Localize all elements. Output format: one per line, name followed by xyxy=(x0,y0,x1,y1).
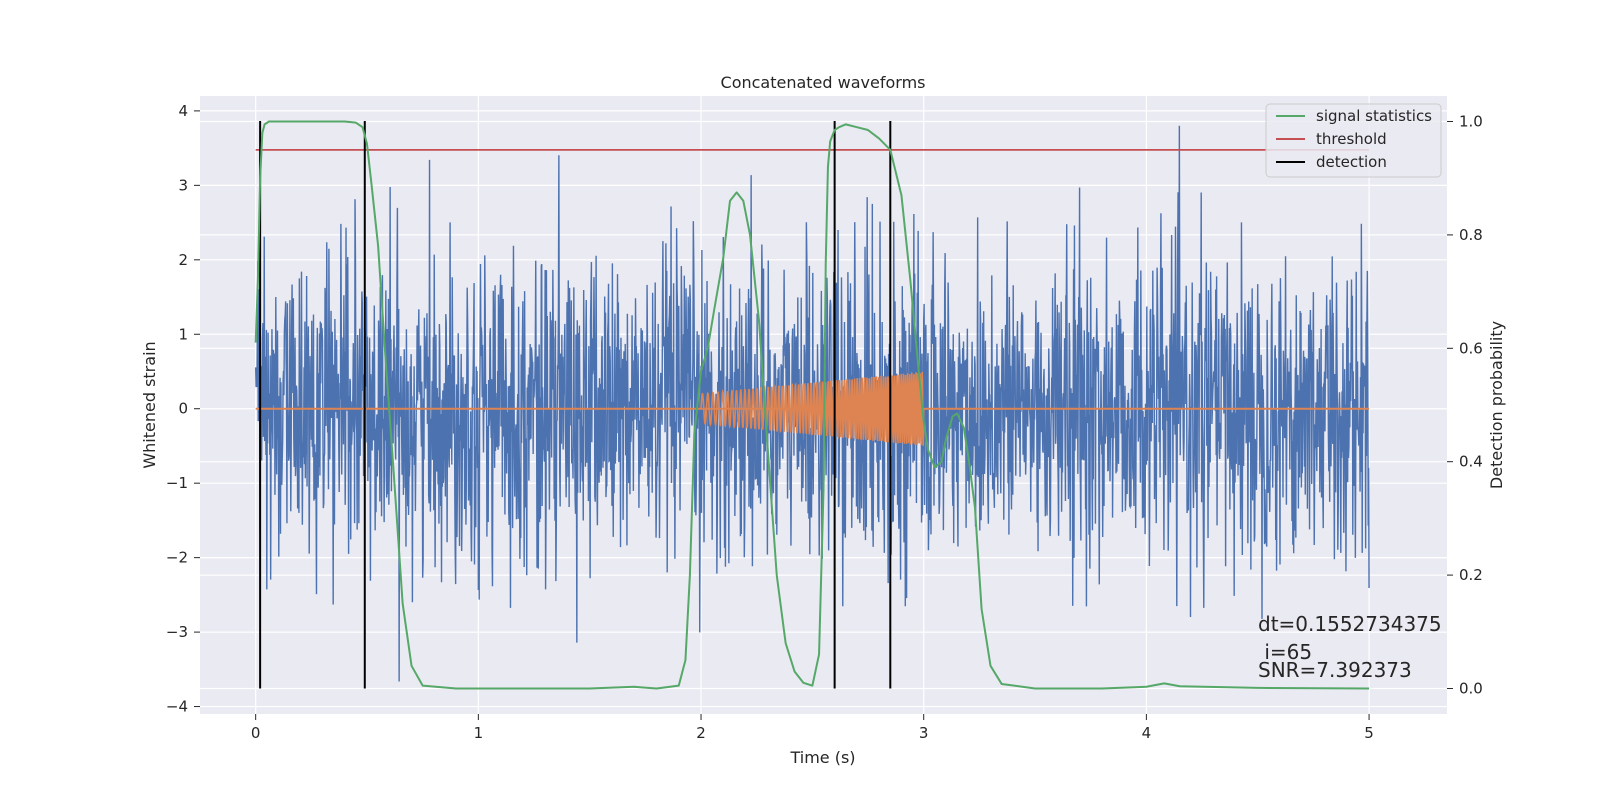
x-tick-label: 0 xyxy=(251,724,261,742)
x-axis-label: Time (s) xyxy=(789,748,855,767)
y-right-tick-label: 0.4 xyxy=(1459,453,1483,471)
annotation-index: i=65 xyxy=(1258,640,1312,664)
y-right-tick-label: 0.0 xyxy=(1459,679,1483,697)
y-right-tick-label: 1.0 xyxy=(1459,113,1483,131)
legend-entry-detection: detection xyxy=(1316,153,1387,171)
legend-entry-threshold: threshold xyxy=(1316,130,1387,148)
y-tick-label: −3 xyxy=(166,623,188,641)
y-axis-label: Whitened strain xyxy=(140,341,159,468)
tick-labels: 0 1 2 3 4 5 −4 −3 −2 −1 0 1 2 3 4 0.0 0.2 0.4 0.6 0.8 1.0 xyxy=(166,102,1483,742)
y-axis-right-label: Detection probability xyxy=(1487,321,1506,489)
y-tick-label: 0 xyxy=(178,400,188,418)
y-tick-label: 4 xyxy=(178,102,188,120)
y-tick-label: 2 xyxy=(178,251,188,269)
x-tick-label: 4 xyxy=(1142,724,1152,742)
legend-box xyxy=(1265,103,1442,178)
y-right-tick-label: 0.8 xyxy=(1459,226,1483,244)
annotation-dt: dt=0.1552734375 xyxy=(1258,612,1442,636)
annotation-snr: SNR=7.392373 xyxy=(1258,658,1412,682)
noise-line xyxy=(254,125,1370,682)
x-tick-label: 1 xyxy=(474,724,484,742)
injected-signal-series xyxy=(255,371,1370,446)
legend: signal statistics threshold detection xyxy=(1265,103,1442,178)
injected-signal-chirp xyxy=(700,371,925,446)
chart-title: Concatenated waveforms xyxy=(721,73,926,92)
overlay-series xyxy=(254,120,1370,690)
x-tick-label: 5 xyxy=(1364,724,1374,742)
y-right-tick-label: 0.6 xyxy=(1459,339,1483,357)
noise-series xyxy=(254,125,1370,682)
signal-statistics-line xyxy=(254,120,1370,690)
x-tick-label: 3 xyxy=(919,724,929,742)
y-tick-label: −1 xyxy=(166,474,188,492)
legend-entry-signal-statistics: signal statistics xyxy=(1316,107,1432,125)
y-right-tick-label: 0.2 xyxy=(1459,566,1483,584)
x-tick-label: 2 xyxy=(696,724,706,742)
y-tick-label: −2 xyxy=(166,549,188,567)
y-tick-label: 1 xyxy=(178,325,188,343)
y-tick-label: −4 xyxy=(166,698,188,716)
y-tick-label: 3 xyxy=(178,176,188,194)
